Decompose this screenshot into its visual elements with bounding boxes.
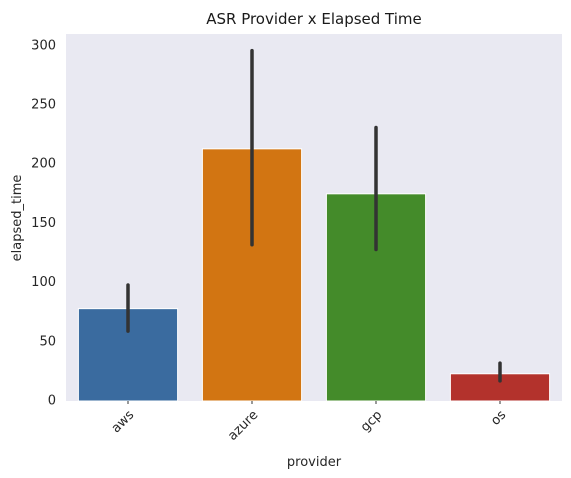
y-axis-label: elapsed_time	[10, 175, 25, 262]
y-tick-label-150: 150	[31, 216, 56, 231]
y-axis-ticks: 0 50 100 150 200 250 300	[31, 38, 56, 408]
y-tick-label-50: 50	[39, 334, 56, 349]
y-tick-label-100: 100	[31, 275, 56, 290]
x-tick-label-azure: azure	[225, 408, 261, 444]
x-axis-label: provider	[287, 455, 342, 470]
y-tick-label-200: 200	[31, 157, 56, 172]
x-tick-label-gcp: gcp	[358, 408, 385, 435]
x-tick-label-os: os	[488, 408, 509, 429]
x-tick-label-aws: aws	[109, 408, 138, 437]
y-tick-label-0: 0	[48, 394, 56, 409]
error-bars-group	[126, 48, 502, 383]
y-tick-label-300: 300	[31, 38, 56, 53]
chart-title: ASR Provider x Elapsed Time	[206, 10, 422, 28]
y-tick-label-250: 250	[31, 98, 56, 113]
x-axis-ticks: aws azure gcp os	[109, 401, 509, 444]
